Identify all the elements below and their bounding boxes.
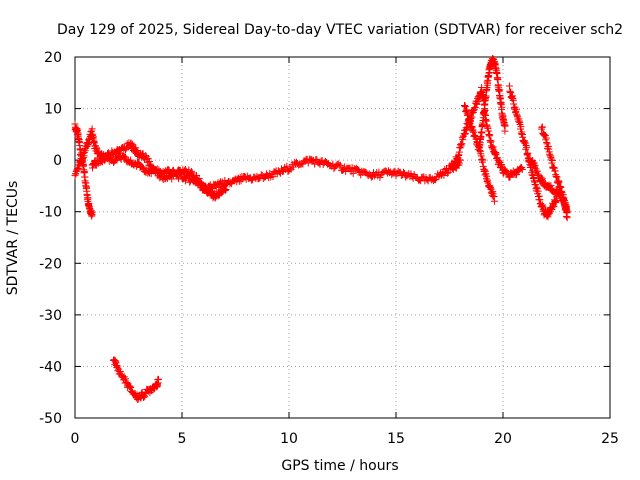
data-point [139,163,147,171]
data-point [336,161,344,169]
axis-ticks [74,56,611,419]
data-point [124,143,132,151]
data-point [349,169,357,177]
data-point [441,165,449,173]
x-tick-label: 5 [178,431,187,447]
x-tick-label: 0 [71,431,80,447]
y-axis-label: SDTVAR / TECUs [5,181,21,296]
y-tick-label: -40 [39,359,62,375]
data-point [450,161,458,169]
data-point [552,186,560,194]
data-point [518,165,526,173]
data-point [466,117,474,125]
data-point [195,174,203,182]
data-point [88,125,96,133]
series-sat-j [538,123,571,222]
data-point [221,186,229,194]
data-point [144,155,152,163]
chart-title: Day 129 of 2025, Sidereal Day-to-day VTE… [57,22,623,38]
series-sat-f [475,55,509,149]
data-point [88,211,96,219]
data-point [490,197,498,205]
series-sat-i [525,154,571,216]
data-point [550,202,558,210]
data-point [538,123,546,131]
data-point [172,170,180,178]
data-point [127,156,135,164]
series-sat-g [460,102,498,205]
data-point [126,382,134,390]
data-point [555,178,563,186]
data-point [168,175,176,183]
data-point [220,181,228,189]
data-point [219,182,227,190]
x-tick-label: 25 [601,431,619,447]
data-point [122,375,130,383]
data-point [116,367,124,375]
series-sat-c [88,152,229,193]
data-point [187,167,195,175]
data-point [451,160,459,168]
data-points [71,55,571,403]
data-point [399,168,407,176]
data-point [547,182,555,190]
x-tick-label: 20 [494,431,512,447]
y-tick-label: -20 [39,256,62,272]
y-tick-label: -50 [39,411,62,427]
data-point [517,123,525,131]
data-point [188,169,196,177]
y-tick-label: 10 [44,102,62,118]
data-point [92,161,100,169]
data-point [269,173,277,181]
data-point [563,214,571,222]
data-point [498,103,506,111]
series-sat-h [505,82,560,221]
y-tick-label: -30 [39,308,62,324]
data-point [120,152,128,160]
data-point [141,393,149,401]
series-sat-d [110,356,162,403]
data-point [479,156,487,164]
x-tick-label: 15 [387,431,405,447]
data-point [286,165,294,173]
series-sat-e [448,83,526,181]
tick-labels: 0 5 10 15 20 25 -50 -40 -30 -20 -10 0 10 20 [39,50,619,447]
data-point [480,107,488,115]
grid [75,57,610,418]
x-axis-label: GPS time / hours [281,458,398,474]
data-point [453,155,461,163]
data-point [444,169,452,177]
data-point [443,169,451,177]
plot-frame [74,56,611,419]
data-point [84,194,92,202]
y-tick-label: -10 [39,205,62,221]
data-point [221,177,229,185]
data-point [501,122,509,130]
data-point [209,185,217,193]
data-point [127,383,135,391]
data-point [548,156,556,164]
data-point [154,375,162,383]
data-point [523,143,531,151]
data-point [458,140,466,148]
y-tick-label: 20 [44,50,62,66]
data-point [145,157,153,165]
y-tick-label: 0 [53,153,62,169]
x-tick-label: 10 [280,431,298,447]
data-point [453,155,461,163]
data-point [367,173,375,181]
data-point [313,155,321,163]
